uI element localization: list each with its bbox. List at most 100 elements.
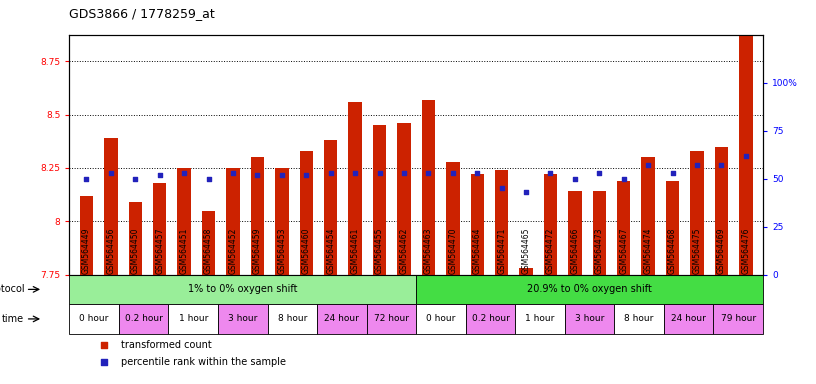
Text: 3 hour: 3 hour: [228, 314, 257, 323]
Bar: [446, 162, 459, 275]
Text: 3 hour: 3 hour: [575, 314, 604, 323]
Point: [725, 251, 738, 257]
Bar: [218, 304, 268, 334]
Text: GSM564463: GSM564463: [424, 228, 432, 274]
Text: 20.9% to 0% oxygen shift: 20.9% to 0% oxygen shift: [527, 285, 652, 295]
Text: 0.2 hour: 0.2 hour: [125, 314, 162, 323]
Text: 0 hour: 0 hour: [426, 314, 455, 323]
Point: [324, 170, 337, 176]
Text: GSM564459: GSM564459: [253, 228, 262, 274]
Point: [178, 170, 191, 176]
Point: [739, 152, 752, 159]
Bar: [565, 304, 614, 334]
Bar: [713, 304, 763, 334]
Bar: [317, 304, 366, 334]
Bar: [177, 168, 191, 275]
Text: 1 hour: 1 hour: [179, 314, 208, 323]
Text: GDS3866 / 1778259_at: GDS3866 / 1778259_at: [69, 7, 215, 20]
Bar: [226, 168, 240, 275]
Bar: [471, 174, 484, 275]
Bar: [641, 157, 655, 275]
Text: GSM564462: GSM564462: [400, 228, 409, 274]
Text: GSM564458: GSM564458: [204, 228, 213, 274]
Text: time: time: [2, 314, 24, 324]
Bar: [466, 304, 515, 334]
Bar: [543, 174, 557, 275]
Point: [299, 172, 313, 178]
Bar: [715, 147, 728, 275]
Bar: [664, 304, 713, 334]
Bar: [568, 191, 582, 275]
Bar: [366, 304, 416, 334]
Bar: [614, 304, 664, 334]
Text: GSM564471: GSM564471: [497, 228, 506, 274]
Text: 0 hour: 0 hour: [79, 314, 109, 323]
Point: [544, 170, 557, 176]
Bar: [416, 304, 466, 334]
Bar: [519, 268, 533, 275]
Point: [80, 175, 93, 182]
Text: 8 hour: 8 hour: [277, 314, 307, 323]
Text: 1 hour: 1 hour: [526, 314, 555, 323]
Text: GSM564473: GSM564473: [595, 228, 604, 274]
Bar: [268, 304, 317, 334]
Point: [104, 170, 118, 176]
Text: 0.2 hour: 0.2 hour: [472, 314, 509, 323]
Text: GSM564450: GSM564450: [131, 228, 140, 274]
Point: [725, 96, 738, 103]
Bar: [515, 304, 565, 334]
Bar: [69, 304, 119, 334]
Bar: [373, 125, 386, 275]
Point: [275, 172, 288, 178]
Point: [153, 172, 166, 178]
Text: 24 hour: 24 hour: [672, 314, 706, 323]
Bar: [168, 304, 218, 334]
Bar: [739, 36, 752, 275]
Text: GSM564468: GSM564468: [668, 228, 677, 274]
Text: 24 hour: 24 hour: [325, 314, 359, 323]
Text: 1% to 0% oxygen shift: 1% to 0% oxygen shift: [188, 285, 298, 295]
Text: GSM564464: GSM564464: [472, 228, 481, 274]
Point: [471, 170, 484, 176]
Point: [641, 162, 654, 168]
Bar: [69, 275, 416, 304]
Point: [348, 170, 361, 176]
Text: GSM564472: GSM564472: [546, 228, 555, 274]
Point: [569, 175, 582, 182]
Bar: [129, 202, 142, 275]
Point: [666, 170, 679, 176]
Text: percentile rank within the sample: percentile rank within the sample: [122, 357, 286, 367]
Point: [520, 189, 533, 195]
Text: 8 hour: 8 hour: [624, 314, 654, 323]
Point: [397, 170, 410, 176]
Bar: [348, 102, 361, 275]
Text: GSM564474: GSM564474: [644, 228, 653, 274]
Text: GSM564455: GSM564455: [375, 228, 384, 274]
Point: [422, 170, 435, 176]
Point: [617, 175, 630, 182]
Text: GSM564454: GSM564454: [326, 228, 335, 274]
Bar: [153, 183, 166, 275]
Point: [715, 162, 728, 168]
Text: GSM564449: GSM564449: [82, 228, 91, 274]
Bar: [80, 196, 93, 275]
Text: GSM564470: GSM564470: [448, 228, 457, 274]
Bar: [666, 181, 679, 275]
Point: [251, 172, 264, 178]
Bar: [299, 151, 313, 275]
Point: [690, 162, 703, 168]
Point: [227, 170, 240, 176]
Text: GSM564461: GSM564461: [351, 228, 360, 274]
Point: [446, 170, 459, 176]
Text: GSM564475: GSM564475: [693, 228, 702, 274]
Text: GSM564457: GSM564457: [155, 228, 164, 274]
Text: protocol: protocol: [0, 285, 24, 295]
Bar: [416, 275, 763, 304]
Text: GSM564452: GSM564452: [228, 228, 237, 274]
Bar: [275, 168, 289, 275]
Bar: [397, 123, 410, 275]
Text: 79 hour: 79 hour: [721, 314, 756, 323]
Point: [202, 175, 215, 182]
Bar: [690, 151, 703, 275]
Text: transformed count: transformed count: [122, 339, 212, 349]
